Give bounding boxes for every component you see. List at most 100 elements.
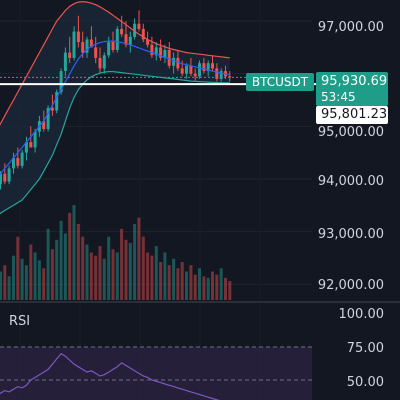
candle: [124, 21, 128, 48]
candle: [120, 15, 124, 37]
candle-body: [102, 55, 106, 69]
volume-bar: [24, 265, 28, 300]
volume-bar: [12, 255, 15, 300]
current-price: 95,930.69: [321, 74, 388, 89]
candle: [98, 47, 102, 74]
volume-bar: [72, 205, 76, 300]
candle-body: [202, 63, 206, 72]
candle-body: [0, 173, 2, 185]
volume-bar: [33, 252, 37, 300]
volume-bar: [202, 276, 206, 301]
candle-body: [206, 63, 210, 72]
candle-body: [81, 42, 85, 53]
candle-body: [120, 28, 124, 35]
volume-bar: [85, 244, 89, 300]
volume-bar: [7, 276, 11, 301]
candle-body: [98, 57, 102, 69]
candle-body: [76, 31, 80, 43]
candle: [185, 63, 188, 79]
volume-bar: [98, 246, 102, 300]
current-price-tag: 95,930.69 53:45: [316, 72, 388, 106]
price-axis-label-93000: 93,000.00: [317, 227, 384, 242]
volume-bar: [206, 277, 210, 300]
candle: [176, 50, 180, 72]
volume-bar: [176, 268, 180, 300]
candle-body: [211, 63, 214, 69]
volume-bar: [102, 258, 106, 300]
symbol-tag: BTCUSDT: [246, 73, 314, 91]
rsi-axis-label-75: 75.00: [346, 341, 384, 356]
candle: [150, 36, 154, 58]
candle: [189, 57, 193, 77]
candle: [202, 57, 206, 74]
volume-bar: [198, 268, 201, 300]
candle-body: [215, 68, 219, 79]
candle-body: [59, 71, 63, 93]
volume-bar: [20, 258, 24, 300]
bollinger-band-fill: [0, 1, 230, 214]
candle: [167, 42, 171, 69]
candle: [7, 165, 11, 185]
candle-body: [33, 131, 37, 148]
candle-body: [55, 92, 59, 111]
volume-bar: [63, 233, 67, 300]
candle: [111, 31, 115, 53]
volume-bar: [120, 228, 124, 301]
candle-body: [115, 28, 119, 50]
candle: [20, 150, 24, 169]
candle-body: [111, 42, 115, 50]
candle: [3, 163, 7, 185]
candle: [172, 52, 176, 74]
reference-price-tag: 95,801.23: [316, 106, 388, 124]
candle: [154, 42, 158, 61]
candle: [33, 128, 37, 153]
candle-body: [137, 23, 141, 29]
volume-bar: [68, 212, 72, 300]
bollinger-upper-line: [0, 0, 230, 126]
candle-body: [3, 173, 7, 182]
candle-body: [85, 39, 89, 53]
candle: [94, 36, 98, 64]
rsi-axis-label-100: 100.00: [338, 307, 385, 322]
volume-bar: [42, 268, 46, 300]
candle: [68, 36, 72, 64]
volume-bar: [111, 249, 115, 300]
volume-bar: [193, 274, 197, 300]
volume-bar: [55, 239, 59, 300]
volume-bar: [180, 262, 184, 300]
candle-body: [163, 50, 167, 58]
candle-body: [72, 31, 76, 58]
bollinger-lower-line: [0, 71, 230, 215]
volume-bar: [76, 224, 80, 300]
candle: [102, 52, 106, 74]
volume-bars: [0, 205, 232, 301]
candle: [16, 147, 20, 169]
candle: [46, 105, 50, 132]
candle: [219, 68, 223, 82]
candle: [137, 10, 141, 32]
candle-body: [189, 65, 193, 74]
candle: [211, 55, 214, 72]
candle: [89, 26, 93, 48]
candle: [76, 15, 80, 48]
volume-bar: [124, 239, 128, 300]
rsi-indicator-label[interactable]: RSI: [9, 314, 31, 329]
candle-body: [29, 142, 33, 148]
candle-body: [172, 57, 176, 66]
volume-bar: [0, 271, 2, 300]
volume-bar: [128, 243, 132, 300]
candle: [206, 60, 210, 77]
volume-bar: [81, 236, 85, 300]
candle-body: [128, 36, 132, 45]
volume-bar: [154, 246, 158, 300]
candle-body: [16, 157, 20, 166]
volume-bar: [137, 217, 141, 300]
candle: [159, 39, 163, 61]
volume-bar: [89, 252, 93, 300]
candle-body: [124, 34, 128, 45]
rsi-line: [0, 352, 220, 400]
volume-bar: [37, 260, 41, 300]
volume-bar: [163, 252, 167, 300]
candle-body: [198, 63, 201, 77]
